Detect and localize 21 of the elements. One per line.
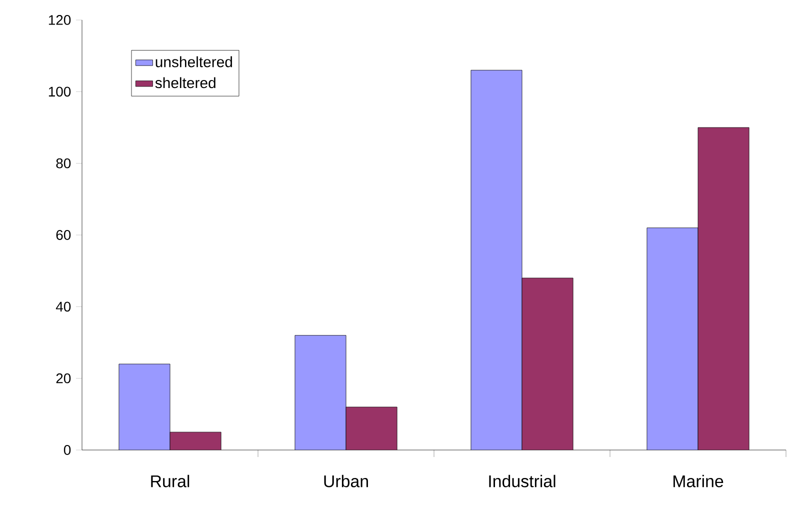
legend-label: sheltered — [155, 77, 216, 88]
y-tick-label: 20 — [56, 373, 71, 384]
bar — [346, 407, 398, 450]
bar — [294, 335, 346, 450]
y-tick-label: 80 — [56, 158, 71, 168]
y-tick-label: 120 — [48, 15, 71, 25]
bar — [646, 228, 698, 450]
y-tick-label: 60 — [56, 230, 71, 240]
bar — [522, 278, 574, 450]
x-tick-label: Urban — [324, 474, 368, 488]
y-tick-label: 40 — [56, 302, 71, 312]
x-tick-label: Rural — [151, 474, 190, 488]
bar — [118, 364, 170, 450]
x-tick-label: Marine — [674, 474, 724, 488]
x-tick-label: Industrial — [489, 474, 556, 488]
bar — [170, 432, 222, 450]
bar — [698, 127, 750, 450]
bar — [470, 70, 522, 450]
y-tick-label: 0 — [64, 445, 71, 455]
y-tick-label: 100 — [48, 86, 71, 97]
legend-label: unsheltered — [156, 56, 232, 68]
